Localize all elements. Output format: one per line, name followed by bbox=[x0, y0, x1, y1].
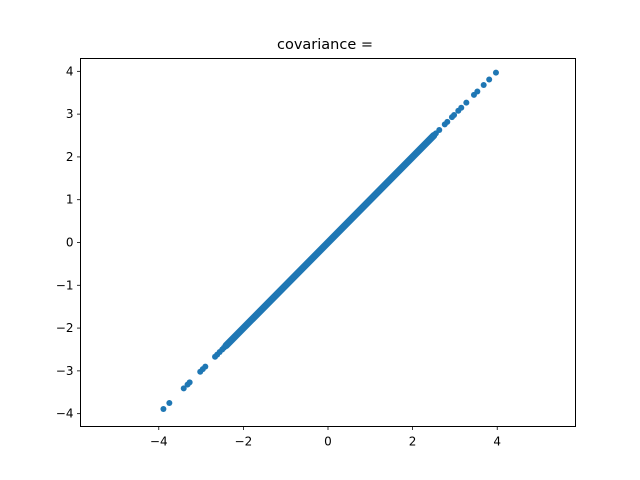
scatter-point bbox=[384, 179, 391, 186]
scatter-point bbox=[350, 213, 357, 220]
scatter-point bbox=[426, 136, 433, 143]
scatter-point bbox=[320, 243, 327, 250]
scatter-point bbox=[261, 303, 268, 310]
scatter-point bbox=[236, 329, 243, 336]
scatter-point bbox=[291, 273, 298, 280]
scatter-point bbox=[274, 290, 281, 297]
scatter-point bbox=[354, 209, 361, 216]
scatter-point bbox=[436, 126, 443, 133]
scatter-point bbox=[227, 337, 234, 344]
scatter-point bbox=[325, 239, 331, 246]
chart-title: covariance = bbox=[277, 37, 373, 53]
scatter-point bbox=[337, 226, 344, 233]
scatter-point bbox=[346, 218, 353, 225]
y-tick-label: −3 bbox=[56, 364, 74, 378]
scatter-point bbox=[303, 260, 310, 267]
scatter-point bbox=[240, 325, 247, 332]
y-axis-ticks: −4 −3 −2 −1 0 1 2 3 4 bbox=[56, 64, 81, 421]
scatter-point bbox=[367, 196, 374, 203]
scatter-point bbox=[363, 200, 370, 207]
scatter-point bbox=[375, 188, 382, 195]
scatter-point bbox=[316, 248, 323, 255]
scatter-point bbox=[486, 76, 493, 83]
x-tick-label: 2 bbox=[409, 435, 417, 449]
plot-area-frame bbox=[80, 58, 576, 427]
y-tick-label: 3 bbox=[66, 107, 74, 121]
scatter-point bbox=[413, 149, 420, 156]
scatter-point bbox=[295, 269, 302, 276]
scatter-point bbox=[358, 205, 365, 212]
scatter-point bbox=[388, 175, 395, 182]
x-tick-label: −2 bbox=[235, 435, 253, 449]
scatter-point bbox=[308, 256, 315, 263]
x-tick-label: −4 bbox=[150, 435, 168, 449]
scatter-point bbox=[265, 299, 272, 306]
y-tick-label: −4 bbox=[56, 407, 74, 421]
scatter-point bbox=[257, 307, 264, 314]
x-tick-label: 4 bbox=[493, 435, 501, 449]
scatter-point bbox=[458, 104, 465, 111]
scatter-point bbox=[253, 312, 260, 319]
scatter-point bbox=[231, 333, 238, 340]
scatter-point bbox=[463, 99, 470, 106]
scatter-point bbox=[166, 399, 173, 406]
scatter-point bbox=[248, 316, 255, 323]
scatter-point bbox=[270, 295, 276, 302]
y-tick-label: −2 bbox=[56, 321, 74, 335]
scatter-point bbox=[444, 118, 451, 125]
scatter-point bbox=[380, 183, 386, 190]
scatter-point bbox=[202, 363, 209, 370]
scatter-point bbox=[422, 141, 429, 148]
scatter-point bbox=[401, 162, 408, 169]
y-tick-label: 1 bbox=[66, 193, 74, 207]
y-tick-label: 4 bbox=[66, 64, 74, 78]
scatter-point bbox=[160, 405, 167, 412]
scatter-point bbox=[333, 230, 340, 237]
scatter-point bbox=[329, 235, 336, 242]
scatter-point bbox=[278, 286, 285, 293]
y-tick-label: −1 bbox=[56, 278, 74, 292]
scatter-point bbox=[418, 145, 425, 152]
scatter-point bbox=[451, 111, 458, 118]
scatter-point bbox=[244, 320, 251, 327]
scatter-point bbox=[180, 385, 187, 392]
scatter-point bbox=[341, 222, 348, 229]
scatter-point bbox=[392, 171, 399, 178]
scatter-points bbox=[160, 69, 499, 412]
x-tick-label: 0 bbox=[324, 435, 332, 449]
scatter-point bbox=[299, 265, 306, 272]
scatter-point bbox=[480, 82, 487, 89]
y-tick-label: 0 bbox=[66, 236, 74, 250]
scatter-point bbox=[405, 158, 412, 165]
scatter-point bbox=[186, 379, 193, 386]
scatter-point bbox=[312, 252, 319, 259]
scatter-point bbox=[282, 282, 289, 289]
scatter-point bbox=[396, 166, 403, 173]
scatter-point bbox=[474, 88, 481, 95]
x-axis-ticks: −4 −2 0 2 4 bbox=[150, 426, 501, 449]
y-tick-label: 2 bbox=[66, 150, 74, 164]
scatter-point bbox=[492, 69, 499, 76]
scatter-point bbox=[371, 192, 378, 199]
scatter-point bbox=[409, 153, 416, 160]
scatter-point bbox=[286, 278, 293, 285]
